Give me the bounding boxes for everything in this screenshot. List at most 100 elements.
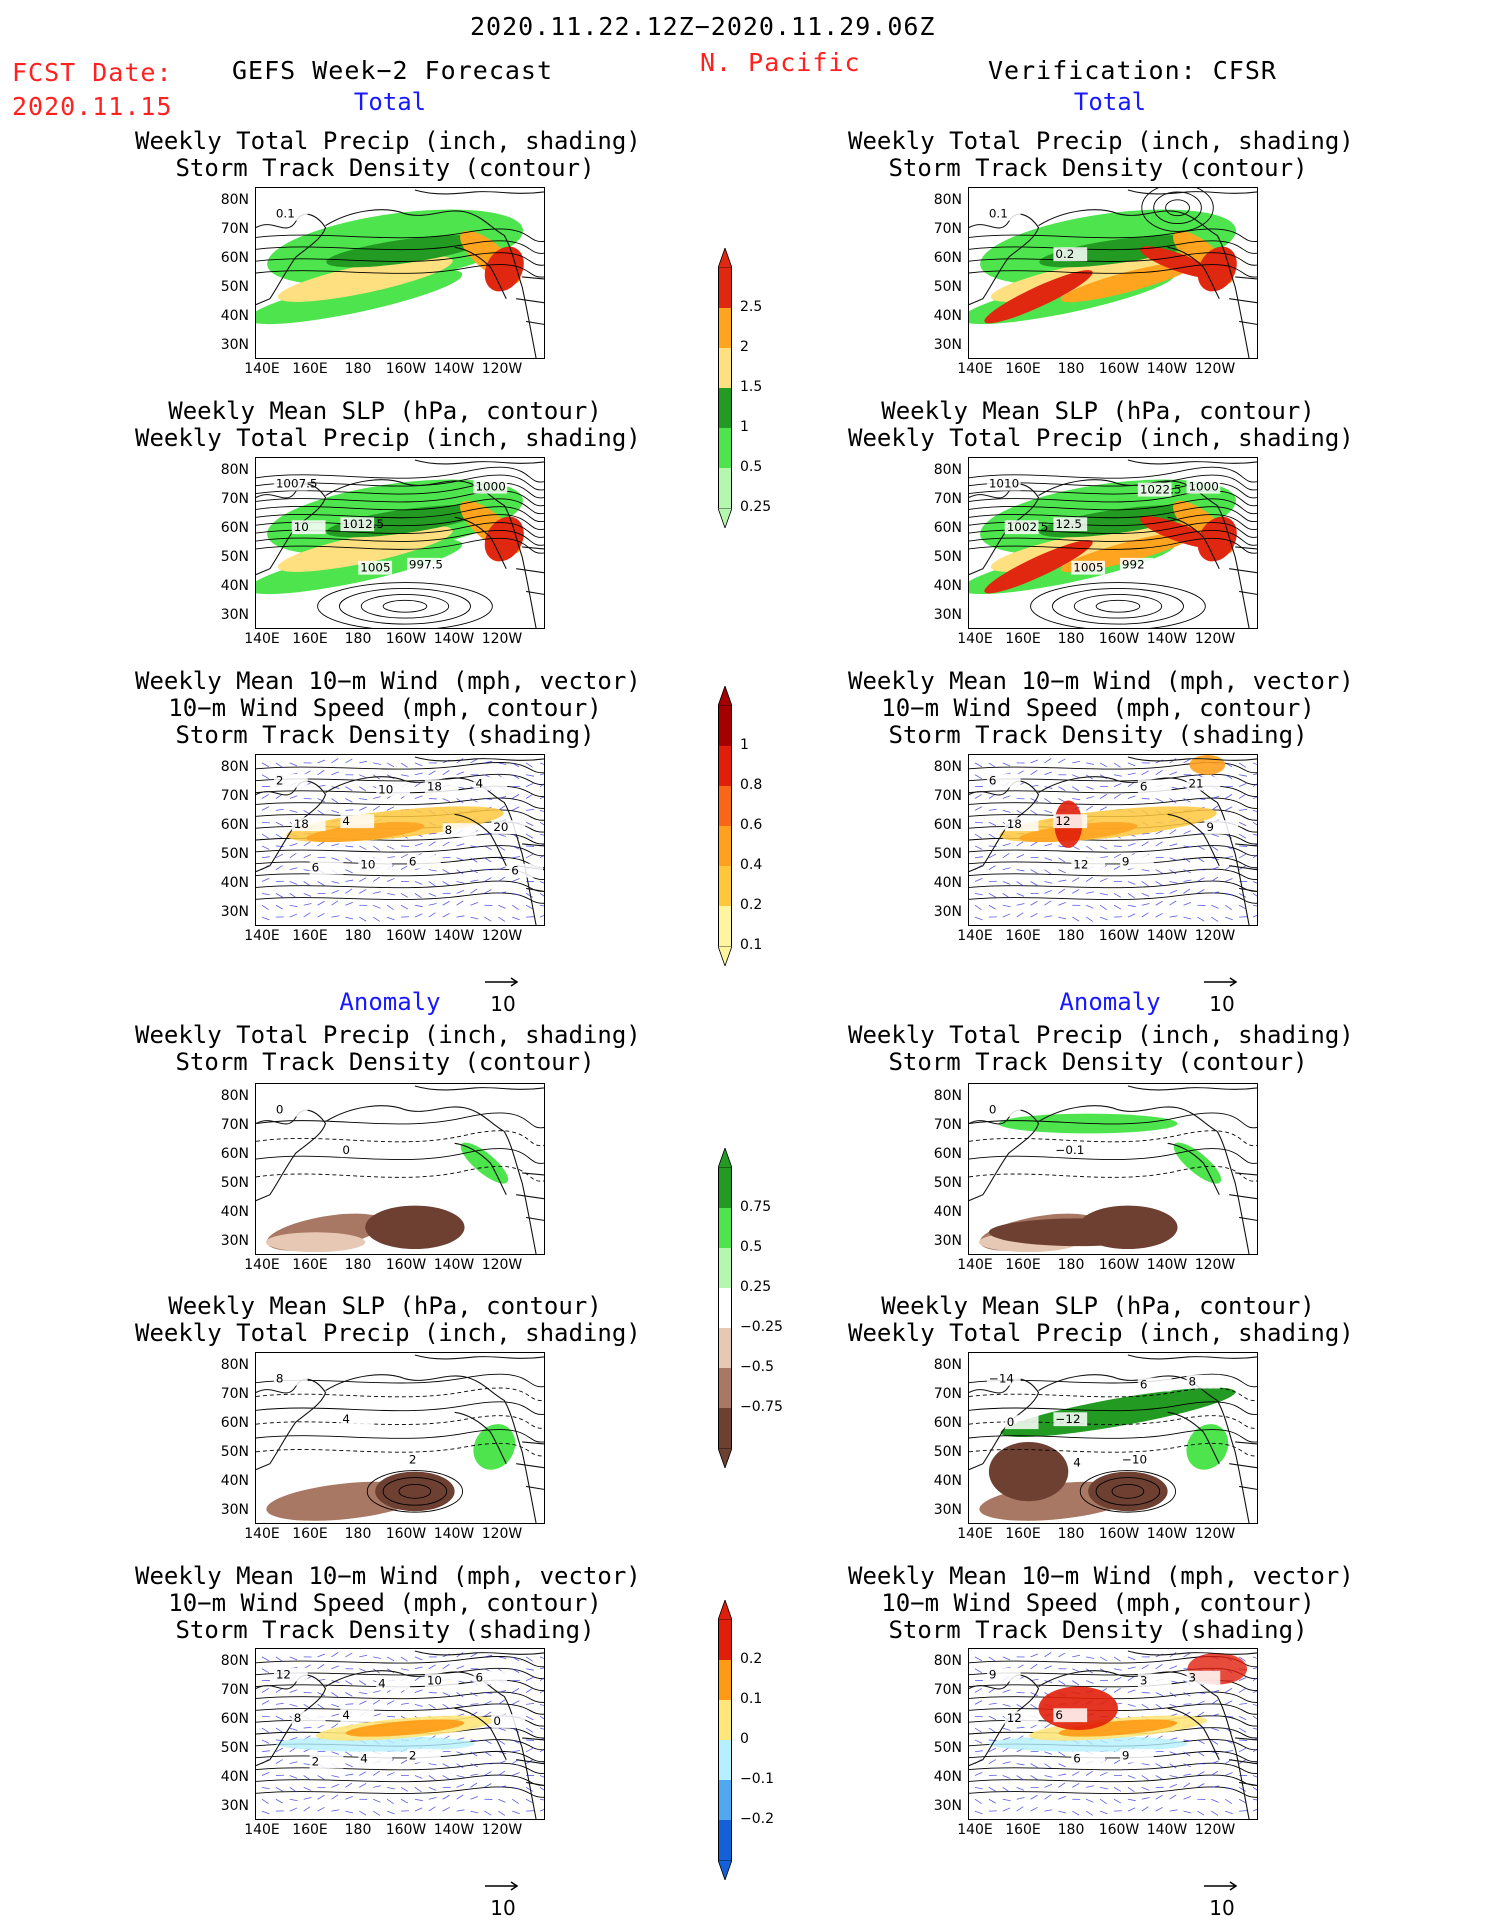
wind-vector [1183,1703,1192,1705]
wind-vector [289,1737,298,1741]
contour-label-text: −10 [1122,1453,1147,1467]
colorbar-label: 0.4 [740,857,763,873]
contour-ring [1073,593,1163,619]
wind-vector [1169,1751,1178,1755]
wind-vector [525,893,534,898]
colorbar-segment [718,786,732,826]
contour-label-bg [1119,854,1154,869]
wind-vector [470,1810,479,1814]
lon-tick-label: 160W [385,1822,427,1838]
colorbar-label: −0.1 [740,1771,774,1787]
wind-vector [1086,762,1095,765]
wind-vector [275,1747,284,1753]
lat-tick-label: 80N [933,759,962,775]
wind-vector [345,916,354,920]
wind-vector [345,798,353,803]
wind-vector [1127,1689,1136,1693]
wind-vector [1238,833,1247,839]
contour-label: 12 [1053,814,1088,828]
lat-tick-label: 30N [220,607,249,623]
wind-vector [289,1798,298,1802]
wind-vector [484,845,492,850]
wind-vector [1141,1664,1149,1670]
contour-label-bg [1004,1711,1039,1726]
wind-vector [1016,1775,1024,1781]
contour-label-text: 0.1 [276,207,295,221]
wind-vector [359,1668,367,1673]
wind-vector [387,1715,396,1718]
lon-tick-label: 140W [1146,1257,1188,1273]
lat-tick-label: 60N [220,520,249,536]
coastline [1127,1354,1257,1360]
wind-vector [988,1759,996,1764]
lat-tick-label: 50N [220,1444,249,1460]
wind-vector [1183,902,1192,906]
wind-vector [498,1760,506,1765]
wind-vector [1127,1787,1135,1793]
contour-label: 6 [309,861,344,875]
wind-vector [1225,878,1233,882]
contour-label-text: 1007.5 [276,477,318,491]
wind-vector [512,1810,520,1815]
lon-tick-label: 160W [1098,1822,1140,1838]
contour-label: 4 [340,814,375,828]
wind-vector [1030,1775,1038,1780]
wind-vector [428,881,436,887]
wind-vector [386,845,395,850]
lon-tick-label: 140E [957,1822,993,1838]
wind-vector [484,1810,492,1816]
contour-label-bg [1119,557,1154,572]
wind-vector [1016,869,1025,872]
wind-vector [1211,1690,1220,1693]
lon-tick-label: 120W [481,1822,523,1838]
wind-vector [525,833,534,839]
wind-vector [484,857,492,863]
wind-vector [498,1810,506,1816]
contour-label: 3 [1186,1671,1221,1685]
wind-vector [539,1677,544,1681]
contour-label: 8 [442,823,477,837]
contour-label-bg [1053,247,1088,262]
map-panel-gefs-anom_wind: 12 4 2 6 8 4 10 0 2 4 [255,1648,545,1820]
wind-vector [525,783,534,787]
lon-tick-label: 180 [1057,1526,1085,1542]
wind-vector [1197,845,1205,850]
lat-tick-label: 60N [220,1711,249,1727]
wind-vector [303,1775,311,1781]
wind-vector [1002,809,1011,813]
wind-vector [525,762,533,768]
wind-vector [1252,809,1257,812]
wind-vector [331,1692,339,1698]
coastline [454,1707,507,1760]
contour-label-bg [1137,1673,1172,1688]
wind-vector [1141,1775,1149,1781]
shading-blob [1038,1686,1118,1731]
contour-label: 6 [1137,780,1172,794]
wind-vector [1058,1810,1067,1814]
wind-vector [1211,876,1219,882]
lat-tick-label: 80N [933,1357,962,1373]
wind-vector [1086,891,1095,894]
wind-vector [512,856,521,859]
wind-vector [261,892,270,896]
wind-vector [345,845,354,848]
panel-title-line: Storm Track Density (shading) [888,721,1308,749]
lat-tick-label: 50N [933,1175,962,1191]
contour-line [256,1165,544,1182]
wind-vector [1113,1677,1122,1681]
coastline [1127,756,1257,762]
wind-vector [428,912,436,918]
wind-vector [261,774,270,780]
wind-vector [1238,1656,1246,1662]
wind-vector [512,806,520,811]
wind-vector [1030,1704,1038,1709]
lon-tick-label: 180 [344,631,372,647]
contour-label-text: 3 [1188,1671,1196,1685]
panel-title-cfsr-total_precip: Weekly Total Precip (inch, shading) Storm… [848,128,1354,182]
vector-ref-arrow-icon [1204,1881,1238,1891]
contour-line [256,1429,544,1443]
lon-tick-label: 160W [1098,361,1140,377]
colorbar-top-arrow [718,248,732,268]
wind-vector [345,888,353,894]
wind-vector [428,770,436,776]
